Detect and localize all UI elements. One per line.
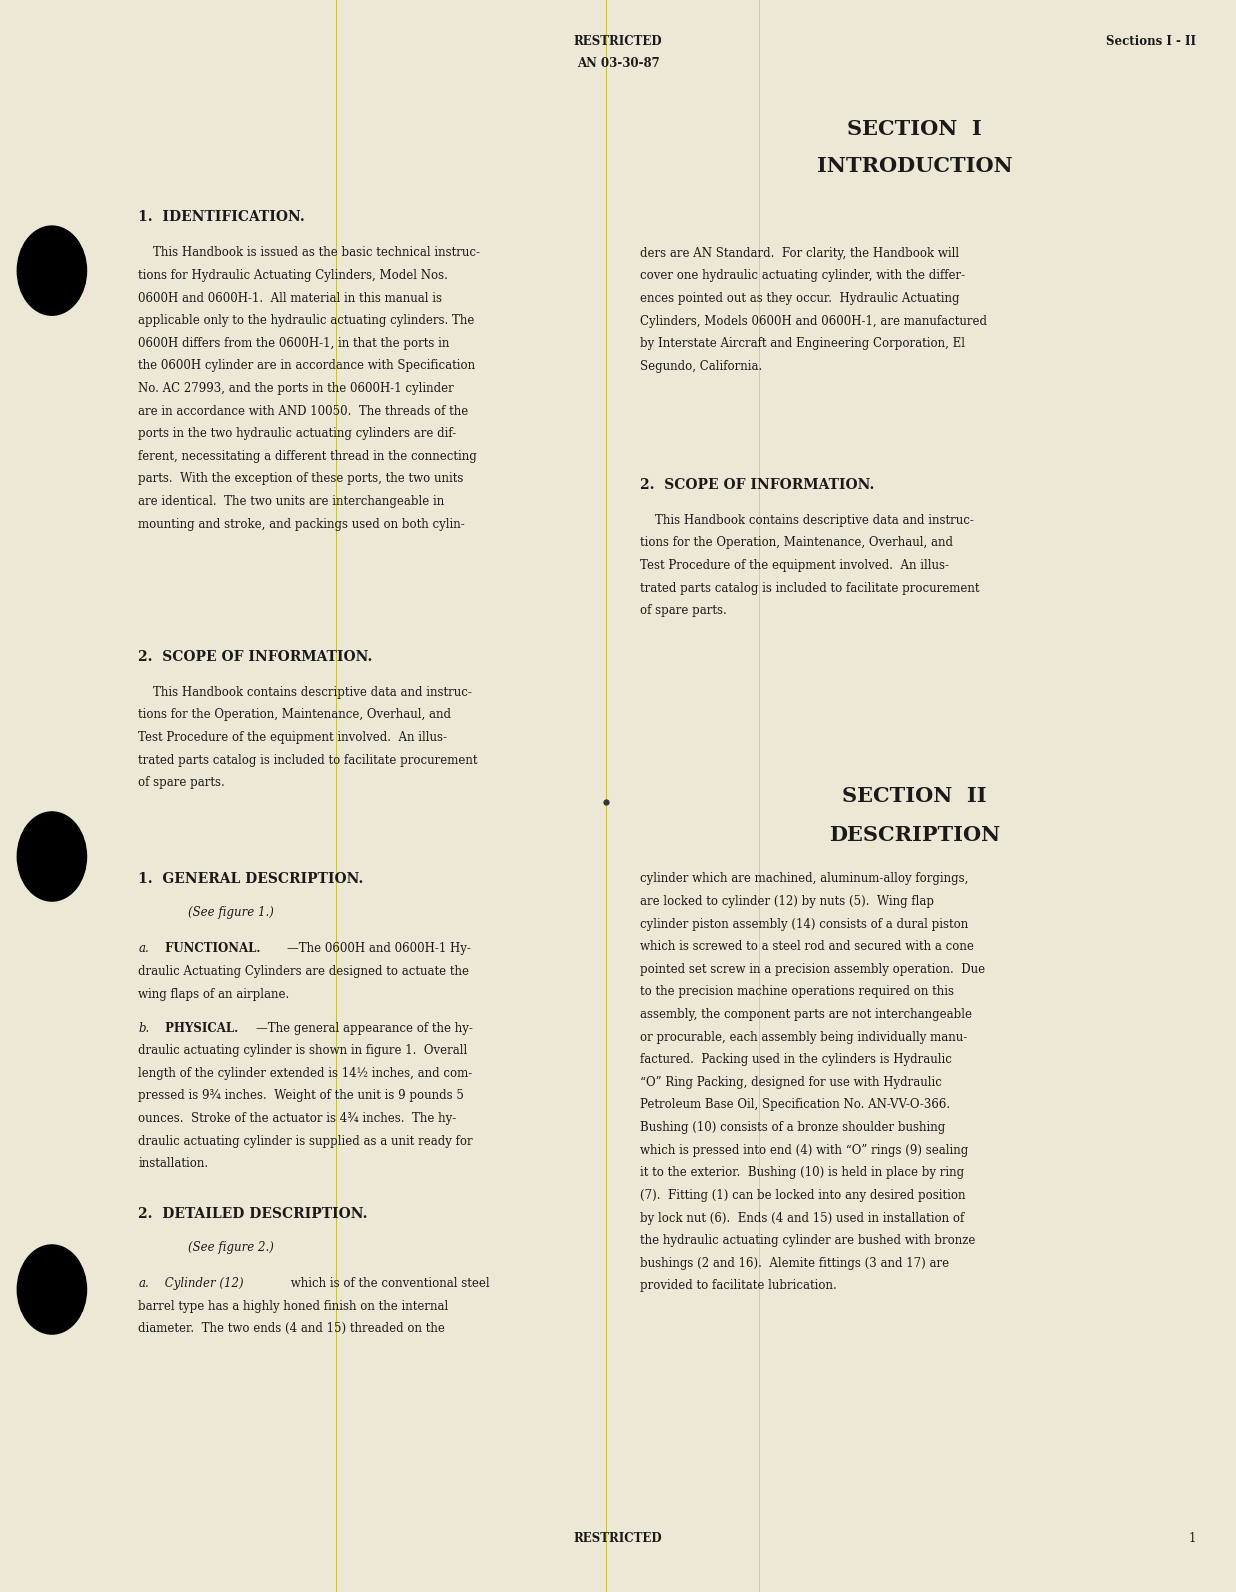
Text: 2.  SCOPE OF INFORMATION.: 2. SCOPE OF INFORMATION. [138,650,373,664]
Text: (7).  Fitting (1) can be locked into any desired position: (7). Fitting (1) can be locked into any … [640,1189,965,1202]
Text: 1.  IDENTIFICATION.: 1. IDENTIFICATION. [138,210,305,224]
Circle shape [17,226,87,315]
Text: Segundo, California.: Segundo, California. [640,360,763,373]
Text: Sections I - II: Sections I - II [1106,35,1196,48]
Text: mounting and stroke, and packings used on both cylin-: mounting and stroke, and packings used o… [138,517,465,530]
Text: —The 0600H and 0600H-1 Hy-: —The 0600H and 0600H-1 Hy- [287,942,471,955]
Text: 1: 1 [1189,1532,1196,1544]
Text: 0600H differs from the 0600H-1, in that the ports in: 0600H differs from the 0600H-1, in that … [138,338,450,350]
Circle shape [17,812,87,901]
Text: which is of the conventional steel: which is of the conventional steel [287,1277,489,1290]
Text: This Handbook contains descriptive data and instruc-: This Handbook contains descriptive data … [138,686,472,699]
Text: “O” Ring Packing, designed for use with Hydraulic: “O” Ring Packing, designed for use with … [640,1076,942,1089]
Text: draulic actuating cylinder is supplied as a unit ready for: draulic actuating cylinder is supplied a… [138,1135,473,1148]
Circle shape [17,1245,87,1334]
Text: are identical.  The two units are interchangeable in: are identical. The two units are interch… [138,495,445,508]
Text: SECTION  II: SECTION II [842,786,988,807]
Text: SECTION  I: SECTION I [847,119,983,140]
Text: pointed set screw in a precision assembly operation.  Due: pointed set screw in a precision assembl… [640,963,985,976]
Text: to the precision machine operations required on this: to the precision machine operations requ… [640,985,954,998]
Text: AN 03-30-87: AN 03-30-87 [577,57,659,70]
Text: (See figure 2.): (See figure 2.) [188,1240,273,1254]
Text: trated parts catalog is included to facilitate procurement: trated parts catalog is included to faci… [138,753,478,766]
Text: length of the cylinder extended is 14½ inches, and com-: length of the cylinder extended is 14½ i… [138,1067,472,1079]
Text: a.: a. [138,1277,150,1290]
Text: b.: b. [138,1022,150,1035]
Text: Test Procedure of the equipment involved.  An illus-: Test Procedure of the equipment involved… [640,559,949,572]
Text: FUNCTIONAL.: FUNCTIONAL. [161,942,261,955]
Text: are in accordance with AND 10050.  The threads of the: are in accordance with AND 10050. The th… [138,404,468,417]
Text: installation.: installation. [138,1157,209,1170]
Text: RESTRICTED: RESTRICTED [574,1532,662,1544]
Text: it to the exterior.  Bushing (10) is held in place by ring: it to the exterior. Bushing (10) is held… [640,1167,964,1180]
Text: 2.  DETAILED DESCRIPTION.: 2. DETAILED DESCRIPTION. [138,1207,368,1221]
Text: Cylinders, Models 0600H and 0600H-1, are manufactured: Cylinders, Models 0600H and 0600H-1, are… [640,315,988,328]
Text: pressed is 9¾ inches.  Weight of the unit is 9 pounds 5: pressed is 9¾ inches. Weight of the unit… [138,1089,465,1102]
Text: This Handbook is issued as the basic technical instruc-: This Handbook is issued as the basic tec… [138,247,481,259]
Text: diameter.  The two ends (4 and 15) threaded on the: diameter. The two ends (4 and 15) thread… [138,1323,445,1336]
Text: tions for the Operation, Maintenance, Overhaul, and: tions for the Operation, Maintenance, Ov… [640,537,953,549]
Text: cylinder which are machined, aluminum-alloy forgings,: cylinder which are machined, aluminum-al… [640,872,969,885]
Text: 1.  GENERAL DESCRIPTION.: 1. GENERAL DESCRIPTION. [138,872,363,887]
Text: by Interstate Aircraft and Engineering Corporation, El: by Interstate Aircraft and Engineering C… [640,338,965,350]
Text: ferent, necessitating a different thread in the connecting: ferent, necessitating a different thread… [138,451,477,463]
Text: Petroleum Base Oil, Specification No. AN-VV-O-366.: Petroleum Base Oil, Specification No. AN… [640,1098,950,1111]
Text: of spare parts.: of spare parts. [138,777,225,790]
Text: the 0600H cylinder are in accordance with Specification: the 0600H cylinder are in accordance wit… [138,360,476,373]
Text: —The general appearance of the hy-: —The general appearance of the hy- [256,1022,472,1035]
Text: INTRODUCTION: INTRODUCTION [817,156,1012,177]
Text: parts.  With the exception of these ports, the two units: parts. With the exception of these ports… [138,473,464,486]
Text: Bushing (10) consists of a bronze shoulder bushing: Bushing (10) consists of a bronze should… [640,1121,946,1134]
Text: are locked to cylinder (12) by nuts (5).  Wing flap: are locked to cylinder (12) by nuts (5).… [640,895,934,907]
Text: barrel type has a highly honed finish on the internal: barrel type has a highly honed finish on… [138,1299,449,1313]
Text: of spare parts.: of spare parts. [640,605,727,618]
Text: Test Procedure of the equipment involved.  An illus-: Test Procedure of the equipment involved… [138,731,447,743]
Text: assembly, the component parts are not interchangeable: assembly, the component parts are not in… [640,1008,973,1020]
Text: tions for the Operation, Maintenance, Overhaul, and: tions for the Operation, Maintenance, Ov… [138,708,451,721]
Text: applicable only to the hydraulic actuating cylinders. The: applicable only to the hydraulic actuati… [138,314,475,326]
Text: This Handbook contains descriptive data and instruc-: This Handbook contains descriptive data … [640,514,974,527]
Text: provided to facilitate lubrication.: provided to facilitate lubrication. [640,1280,837,1293]
Text: No. AC 27993, and the ports in the 0600H-1 cylinder: No. AC 27993, and the ports in the 0600H… [138,382,454,395]
Text: draulic actuating cylinder is shown in figure 1.  Overall: draulic actuating cylinder is shown in f… [138,1044,467,1057]
Text: draulic Actuating Cylinders are designed to actuate the: draulic Actuating Cylinders are designed… [138,965,470,977]
Text: tions for Hydraulic Actuating Cylinders, Model Nos.: tions for Hydraulic Actuating Cylinders,… [138,269,449,282]
Text: RESTRICTED: RESTRICTED [574,35,662,48]
Text: PHYSICAL.: PHYSICAL. [161,1022,237,1035]
Text: cylinder piston assembly (14) consists of a dural piston: cylinder piston assembly (14) consists o… [640,917,969,931]
Text: trated parts catalog is included to facilitate procurement: trated parts catalog is included to faci… [640,581,980,594]
Text: or procurable, each assembly being individually manu-: or procurable, each assembly being indiv… [640,1030,968,1044]
Text: which is screwed to a steel rod and secured with a cone: which is screwed to a steel rod and secu… [640,941,974,954]
Text: by lock nut (6).  Ends (4 and 15) used in installation of: by lock nut (6). Ends (4 and 15) used in… [640,1212,964,1224]
Text: the hydraulic actuating cylinder are bushed with bronze: the hydraulic actuating cylinder are bus… [640,1234,975,1247]
Text: factured.  Packing used in the cylinders is Hydraulic: factured. Packing used in the cylinders … [640,1054,952,1067]
Text: ders are AN Standard.  For clarity, the Handbook will: ders are AN Standard. For clarity, the H… [640,247,959,259]
Text: 2.  SCOPE OF INFORMATION.: 2. SCOPE OF INFORMATION. [640,478,875,492]
Text: ounces.  Stroke of the actuator is 4¾ inches.  The hy-: ounces. Stroke of the actuator is 4¾ inc… [138,1113,456,1126]
Text: bushings (2 and 16).  Alemite fittings (3 and 17) are: bushings (2 and 16). Alemite fittings (3… [640,1256,949,1270]
Text: DESCRIPTION: DESCRIPTION [829,825,1000,845]
Text: a.: a. [138,942,150,955]
Text: which is pressed into end (4) with “O” rings (9) sealing: which is pressed into end (4) with “O” r… [640,1143,969,1157]
Text: cover one hydraulic actuating cylinder, with the differ-: cover one hydraulic actuating cylinder, … [640,269,965,282]
Text: ences pointed out as they occur.  Hydraulic Actuating: ences pointed out as they occur. Hydraul… [640,291,959,306]
Text: 0600H and 0600H-1.  All material in this manual is: 0600H and 0600H-1. All material in this … [138,291,442,304]
Text: ports in the two hydraulic actuating cylinders are dif-: ports in the two hydraulic actuating cyl… [138,427,456,439]
Text: (See figure 1.): (See figure 1.) [188,906,273,919]
Text: wing flaps of an airplane.: wing flaps of an airplane. [138,987,289,1001]
Text: Cylinder (12): Cylinder (12) [161,1277,243,1290]
